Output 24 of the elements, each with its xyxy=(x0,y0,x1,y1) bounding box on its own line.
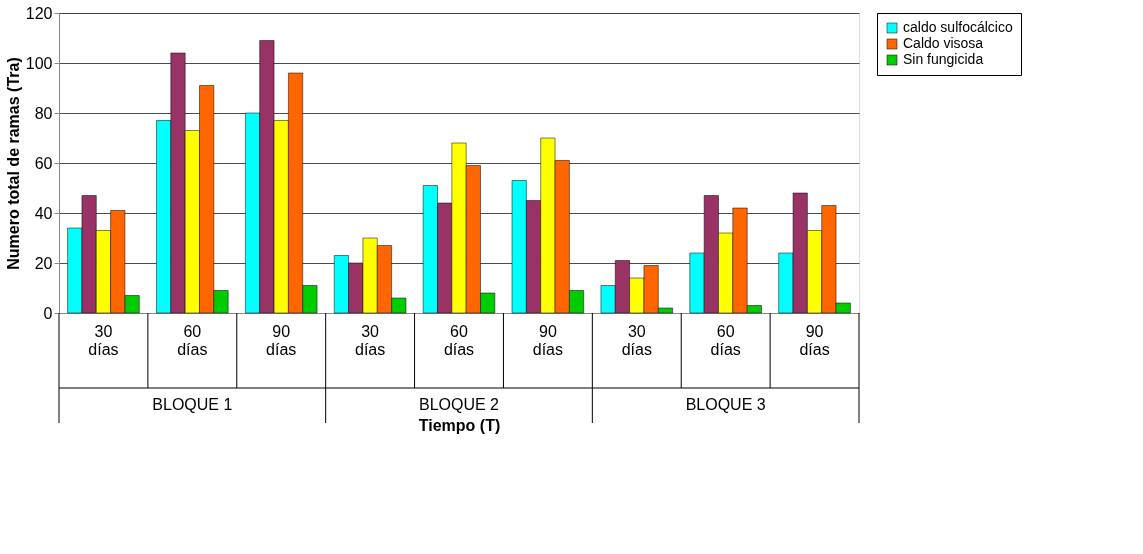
y-tick-label: 60 xyxy=(34,154,53,172)
x-tick-label: 90 días xyxy=(532,322,564,358)
x-tick-label: 60 días xyxy=(177,322,208,358)
text: BLOQUE 2 xyxy=(418,396,500,413)
x-tick-label: 60 días xyxy=(710,322,741,358)
y-tick-label: 20 xyxy=(34,254,53,272)
x-tick-label: 90 días xyxy=(799,322,830,358)
y-tick-label: 100 xyxy=(25,54,53,72)
legend-label: Caldo visosa xyxy=(903,35,984,51)
y-axis-title: Numero total de ramas (Tra) xyxy=(4,57,22,270)
text: BLOQUE 1 xyxy=(152,396,233,413)
x-tick-label: 30 días xyxy=(88,322,119,358)
x-axis-title: Tiempo (T) xyxy=(418,416,501,434)
y-tick-label: 120 xyxy=(25,4,53,22)
legend-label: caldo sulfocálcico xyxy=(903,19,1013,35)
x-tick-label: 30 días xyxy=(354,322,386,358)
x-tick-label: 90 días xyxy=(266,322,297,358)
y-tick-label: 40 xyxy=(34,204,53,222)
legend-label: Sin fungicida xyxy=(903,51,984,67)
x-tick-label: 60 días xyxy=(443,322,475,358)
x-tick-label: 30 días xyxy=(621,322,652,358)
y-tick-label: 0 xyxy=(43,304,53,322)
y-tick-label: 80 xyxy=(34,104,53,122)
text: BLOQUE 3 xyxy=(685,396,766,413)
